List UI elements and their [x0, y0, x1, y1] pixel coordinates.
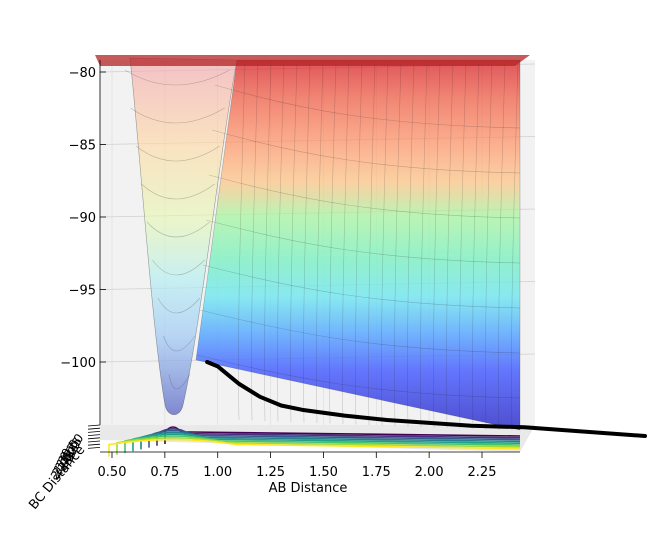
surface-ridge [195, 59, 521, 431]
well-mesh-line [163, 335, 196, 352]
z-tick-label: −80 [69, 66, 96, 81]
mesh-line [407, 61, 415, 427]
mesh-line [355, 61, 363, 425]
mesh-line [316, 61, 324, 424]
y-tick-mark [87, 440, 101, 443]
x-tick-label: 1.00 [203, 465, 232, 480]
mesh-line [498, 61, 506, 431]
mesh-band-line [208, 174, 521, 219]
mesh-band-line [202, 264, 521, 309]
surface-mesh [124, 61, 521, 431]
y-tick-mark [87, 431, 101, 433]
floor-contours [108, 426, 521, 457]
mesh-band-line [196, 354, 521, 399]
y-tick-mark [87, 424, 101, 427]
y-tick-mark [87, 437, 101, 440]
surface-top-edge [95, 55, 530, 66]
x-axis-label: AB Distance [269, 481, 348, 496]
trajectory-line [205, 360, 647, 438]
x-tick-label: 1.25 [256, 465, 285, 480]
z-tick-label: −85 [69, 139, 96, 154]
mesh-line [381, 61, 389, 426]
well-mesh-line [168, 373, 191, 390]
mesh-line [303, 61, 311, 423]
mesh-line [433, 61, 441, 428]
well-mesh-line [141, 183, 215, 200]
x-tick-label: 2.00 [415, 465, 444, 480]
z-tick-label: −90 [69, 211, 96, 226]
well-mesh-line [157, 297, 201, 314]
y-tick-mark [87, 447, 101, 449]
z-tick-label: −95 [69, 284, 96, 299]
y-tick-mark [87, 434, 101, 436]
mesh-band-line [211, 129, 521, 174]
mesh-line [485, 61, 493, 430]
x-axis-ticks: 0.50 0.75 1.00 1.25 1.50 1.75 2.00 2.25 [98, 452, 497, 480]
mesh-band-line [214, 84, 521, 129]
mesh-line [394, 61, 402, 427]
surface-well [129, 57, 238, 416]
z-axis-ticks: −80 −85 −90 −95 −100 [60, 66, 106, 371]
x-tick-label: 1.75 [362, 465, 391, 480]
well-mesh-line [146, 221, 210, 238]
surface-plot [95, 55, 530, 431]
x-tick-label: 2.25 [468, 465, 497, 480]
y-tick-mark [87, 427, 101, 430]
mesh-line [251, 61, 259, 421]
x-tick-label: 1.50 [309, 465, 338, 480]
mesh-line [511, 61, 519, 431]
contour-line [108, 438, 521, 457]
z-tick-label: −100 [60, 356, 96, 371]
y-tick-mark [87, 443, 101, 446]
mesh-line [264, 61, 272, 422]
mesh-line [290, 61, 298, 423]
mesh-line [446, 61, 454, 429]
mesh-line [420, 61, 428, 428]
mesh-line [472, 61, 480, 430]
mesh-band-line [199, 309, 521, 354]
mesh-line [329, 61, 337, 424]
mesh-line [368, 61, 376, 426]
mesh-line [459, 61, 467, 429]
well-mesh-line [152, 259, 205, 276]
x-tick-label: 0.50 [98, 465, 127, 480]
mesh-line [277, 61, 285, 422]
x-tick-label: 0.75 [150, 465, 179, 480]
well-mesh-line [130, 107, 225, 124]
mesh-band-line [205, 219, 521, 264]
well-mesh-line [124, 69, 230, 86]
mesh-line [342, 61, 350, 425]
well-mesh-line [135, 145, 220, 162]
